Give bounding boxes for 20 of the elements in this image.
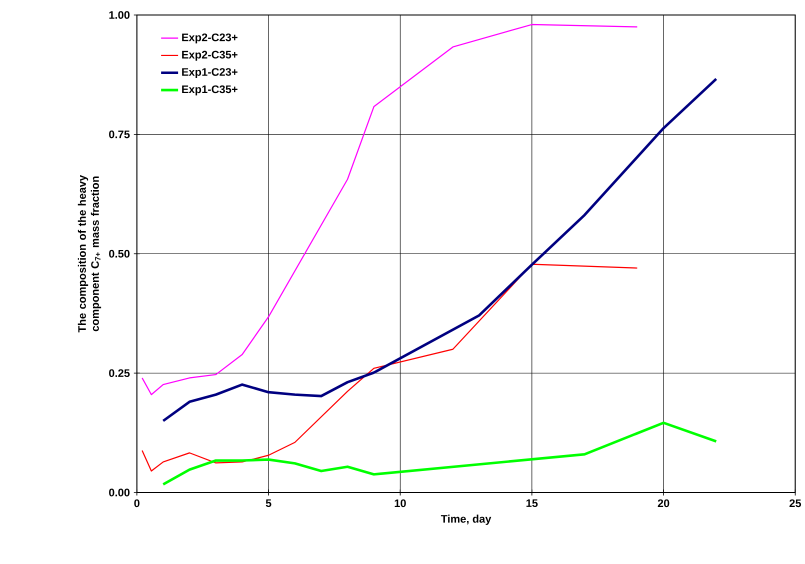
legend-label: Exp1-C23+ [182,68,238,78]
line-series [162,77,718,422]
y-tick-label: 0.25 [109,369,130,377]
line-series [142,263,638,472]
y-tick-label: 0.00 [109,488,130,496]
x-tick-label: 15 [526,499,538,507]
x-axis-title: Time, day [440,514,492,525]
legend-label: Exp2-C23+ [182,33,238,44]
y-tick-label: 0.75 [109,130,130,138]
line-series [162,421,718,486]
x-tick-label: 25 [789,499,802,507]
line-series [142,24,638,395]
y-tick-label: 1.00 [109,10,130,19]
x-tick-label: 20 [658,499,670,507]
y-tick-label: 0.50 [109,250,130,258]
legend-label: Exp2-C35+ [182,50,238,61]
legend-label: Exp1-C35+ [182,85,238,96]
x-tick-label: 5 [266,499,272,507]
x-tick-label: 10 [394,499,406,507]
x-tick-label: 0 [134,499,140,507]
